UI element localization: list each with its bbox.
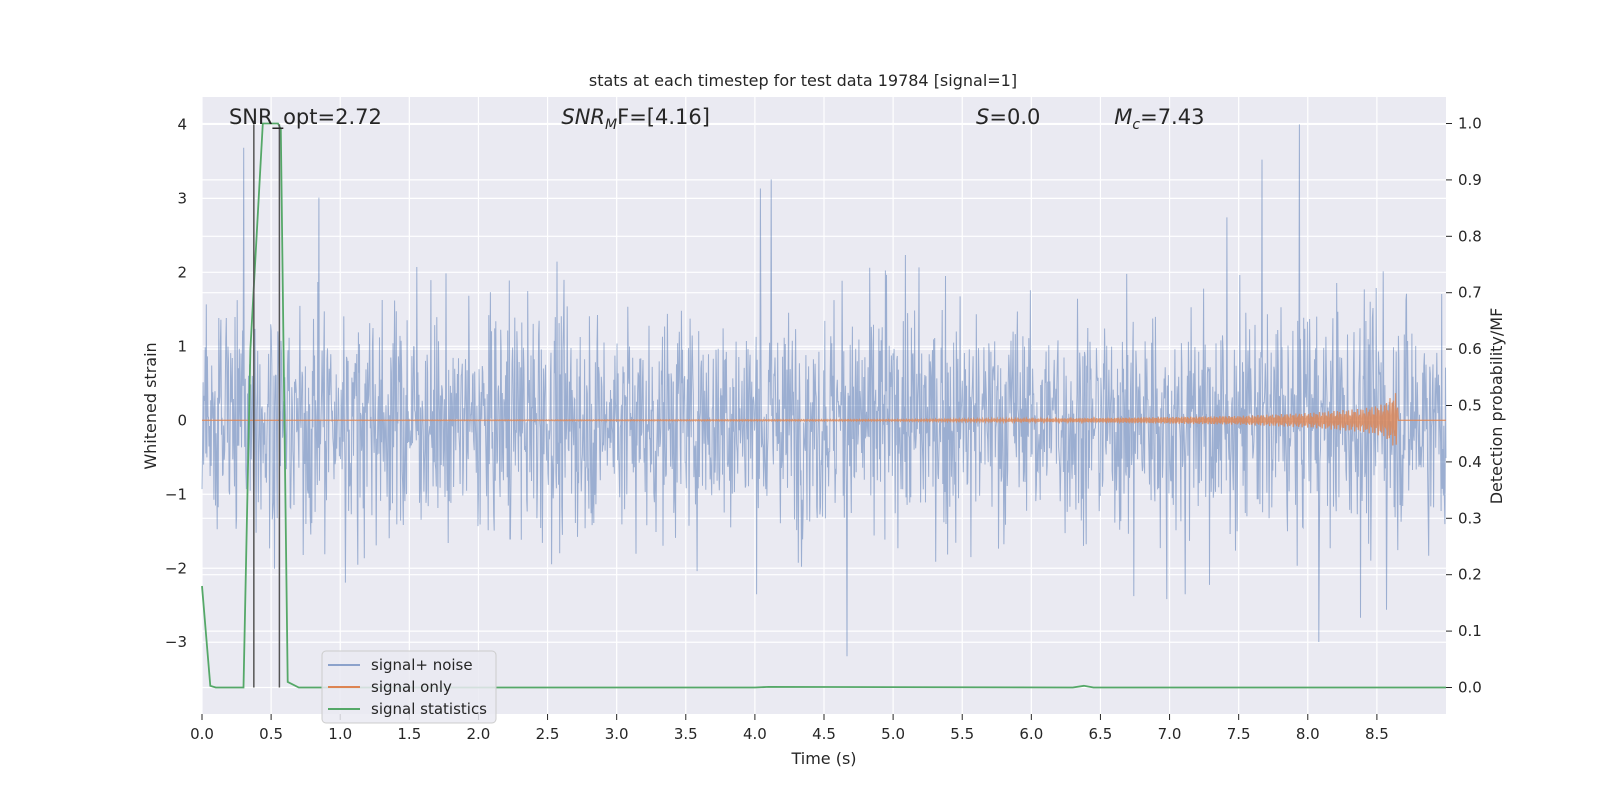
y-tick-label: −3 [165, 633, 187, 651]
y-tick-label: −1 [165, 485, 187, 503]
legend: signal+ noise signal only signal statistic… [321, 650, 497, 724]
annotation-0: SNR_opt=2.72 [229, 105, 382, 130]
x-tick-label: 3.5 [674, 725, 698, 743]
y-tick-label: 2 [177, 263, 187, 281]
y2-tick-label: 0.0 [1458, 678, 1482, 696]
y-axis-label: Whitened strain [141, 342, 160, 469]
y-tick-label: 3 [177, 189, 187, 207]
x-tick-label: 6.0 [1019, 725, 1043, 743]
x-tick-label: 2.0 [467, 725, 491, 743]
y2-axis-ticks: 1.0 0.9 0.8 0.7 0.6 0.5 0.4 0.3 0.2 0.1 0.0 [1446, 115, 1482, 696]
x-tick-label: 8.5 [1365, 725, 1389, 743]
signal-statistics-line [201, 122, 1446, 689]
x-tick-label: 2.5 [536, 725, 560, 743]
y-tick-label: 4 [177, 115, 187, 133]
x-tick-label: 0.5 [259, 725, 283, 743]
legend-label: signal+ noise [371, 656, 473, 674]
series-signal-statistics [201, 122, 1446, 689]
annotation-2: S=0.0 [976, 105, 1040, 129]
x-axis-ticks: 0.0 0.5 1.0 1.5 2.0 2.5 3.0 3.5 4.0 4.5 5.0 5.5 6.0 6… [190, 714, 1389, 743]
annotation-1: SNRMF=[4.16] [561, 105, 710, 133]
x-tick-label: 0.0 [190, 725, 214, 743]
y2-tick-label: 0.6 [1458, 340, 1482, 358]
x-tick-label: 1.5 [397, 725, 421, 743]
signal-only-line [202, 393, 1446, 446]
x-tick-label: 3.0 [605, 725, 629, 743]
y2-axis-label: Detection probability/MF [1487, 308, 1506, 505]
y2-tick-label: 0.4 [1458, 453, 1482, 471]
y-tick-label: 0 [177, 411, 187, 429]
x-tick-label: 7.5 [1227, 725, 1251, 743]
y2-tick-label: 0.8 [1458, 227, 1482, 245]
vertical-markers [253, 124, 281, 688]
y2-tick-label: 0.2 [1458, 566, 1482, 584]
annotation-3: Mc=7.43 [1114, 105, 1204, 133]
legend-label: signal statistics [371, 700, 487, 718]
series-signal-only [202, 393, 1446, 446]
x-tick-label: 4.0 [743, 725, 767, 743]
x-tick-label: 5.5 [950, 725, 974, 743]
y2-tick-label: 1.0 [1458, 115, 1482, 133]
y-tick-label: 1 [177, 337, 187, 355]
y2-tick-label: 0.5 [1458, 397, 1482, 415]
y-tick-label: −2 [165, 559, 187, 577]
x-tick-label: 5.0 [881, 725, 905, 743]
x-tick-label: 7.0 [1158, 725, 1182, 743]
legend-box [321, 650, 497, 724]
y2-tick-label: 0.3 [1458, 509, 1482, 527]
x-tick-label: 1.0 [328, 725, 352, 743]
annotations: SNR_opt=2.72 SNRMF=[4.16] S=0.0 Mc=7.43 [229, 105, 1205, 133]
x-tick-label: 8.0 [1296, 725, 1320, 743]
x-tick-label: 4.5 [812, 725, 836, 743]
x-axis-label: Time (s) [790, 749, 856, 768]
y2-tick-label: 0.9 [1458, 171, 1482, 189]
y-axis-ticks: 4 3 2 1 0 −1 −2 −3 [165, 115, 187, 651]
y2-tick-label: 0.7 [1458, 284, 1482, 302]
legend-label: signal only [371, 678, 452, 696]
chart-title: stats at each timestep for test data 197… [589, 71, 1017, 90]
x-tick-label: 6.5 [1089, 725, 1113, 743]
y2-tick-label: 0.1 [1458, 622, 1482, 640]
